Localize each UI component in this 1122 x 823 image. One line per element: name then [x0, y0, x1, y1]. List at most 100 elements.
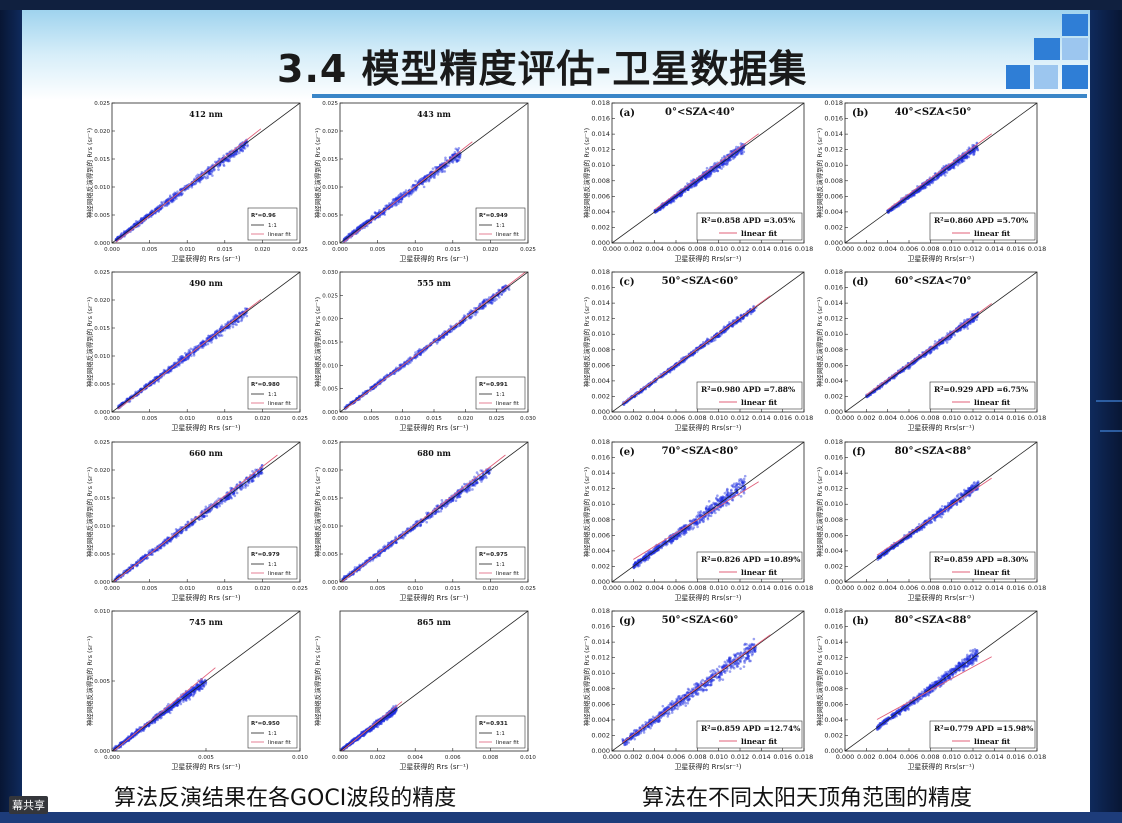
data-point [206, 342, 210, 346]
data-point [133, 223, 137, 226]
data-point [235, 313, 238, 317]
data-point [231, 492, 235, 495]
data-point [172, 366, 176, 370]
data-point [191, 687, 195, 690]
data-point [153, 721, 157, 724]
data-point [202, 174, 206, 178]
data-point [162, 368, 166, 372]
data-point [191, 522, 195, 526]
data-point [200, 679, 203, 683]
data-point [394, 201, 398, 205]
y-tick-label: 0.025 [94, 270, 110, 276]
data-point [242, 146, 245, 149]
data-point [239, 488, 243, 491]
data-point [226, 321, 229, 325]
data-point [179, 193, 183, 197]
data-point [363, 220, 367, 224]
data-point [482, 305, 486, 308]
data-point [182, 697, 186, 701]
y-tick-label: 0.025 [322, 101, 338, 107]
x-tick-label: 0.010 [395, 416, 411, 422]
data-point [370, 215, 373, 219]
data-point [427, 511, 430, 515]
x-axis-label: 卫星获得的 Rrs (sr⁻¹) [171, 254, 241, 263]
data-point [454, 147, 458, 151]
data-point [163, 204, 167, 208]
data-point [179, 531, 182, 535]
data-point [240, 318, 244, 321]
plot-frame [339, 441, 529, 583]
data-point [167, 710, 171, 713]
data-point [198, 687, 202, 691]
data-point [200, 687, 204, 690]
data-point [480, 469, 484, 473]
data-point [234, 152, 237, 155]
data-point [452, 327, 456, 331]
data-point [415, 355, 419, 358]
data-point [493, 299, 497, 302]
x-tick-label: 0.020 [255, 416, 271, 422]
data-point [227, 320, 230, 324]
data-point [184, 697, 188, 701]
data-point [163, 538, 167, 542]
data-point [192, 685, 196, 689]
data-point [218, 163, 222, 167]
data-point [131, 736, 134, 739]
data-point [232, 315, 235, 319]
data-point [457, 324, 460, 328]
data-point [427, 179, 431, 183]
legend-box [247, 715, 298, 749]
data-point [453, 151, 457, 154]
data-point [127, 739, 131, 742]
data-point [228, 495, 232, 498]
data-point [357, 394, 361, 398]
data-point [170, 199, 173, 203]
data-point [208, 172, 212, 176]
data-point [398, 368, 402, 371]
data-point [203, 175, 207, 179]
data-point [243, 484, 247, 487]
data-point [210, 169, 214, 173]
data-point [399, 192, 403, 196]
data-point [189, 693, 192, 696]
data-point [492, 293, 495, 296]
data-point [214, 330, 217, 333]
data-point [240, 316, 244, 320]
data-point [198, 178, 202, 181]
data-point [465, 488, 468, 492]
data-point [231, 322, 235, 326]
data-point [361, 391, 365, 395]
header-band [22, 10, 1090, 100]
data-point [418, 353, 422, 356]
data-point [193, 520, 197, 524]
data-point [440, 162, 444, 165]
y-tick-label: 0.005 [322, 213, 338, 219]
data-point [480, 307, 484, 310]
data-point [415, 520, 418, 524]
data-point [166, 536, 169, 539]
data-point [371, 727, 375, 730]
data-point [205, 336, 209, 340]
data-point [417, 349, 421, 352]
data-point [227, 159, 231, 162]
data-point [434, 512, 437, 515]
data-point [238, 149, 242, 152]
x-tick-label: 0.005 [363, 416, 379, 422]
scatter-panel-4: 0.000 0.005 0.010 0.015 0.020 0.025 0.0300.000… [313, 270, 536, 432]
data-point [497, 288, 500, 292]
data-point [188, 694, 192, 698]
data-point [359, 223, 363, 227]
data-point [236, 320, 240, 323]
data-point [180, 192, 183, 196]
data-point [438, 338, 442, 342]
circuit-decoration [1096, 400, 1122, 402]
x-tick-label: 0.005 [142, 586, 158, 592]
data-point [445, 333, 449, 336]
y-tick-label: 0.010 [322, 185, 338, 191]
data-point [394, 197, 398, 201]
data-point [501, 285, 505, 289]
data-point [239, 148, 243, 151]
data-point [409, 361, 412, 364]
data-point [392, 203, 395, 207]
data-point [407, 194, 411, 198]
